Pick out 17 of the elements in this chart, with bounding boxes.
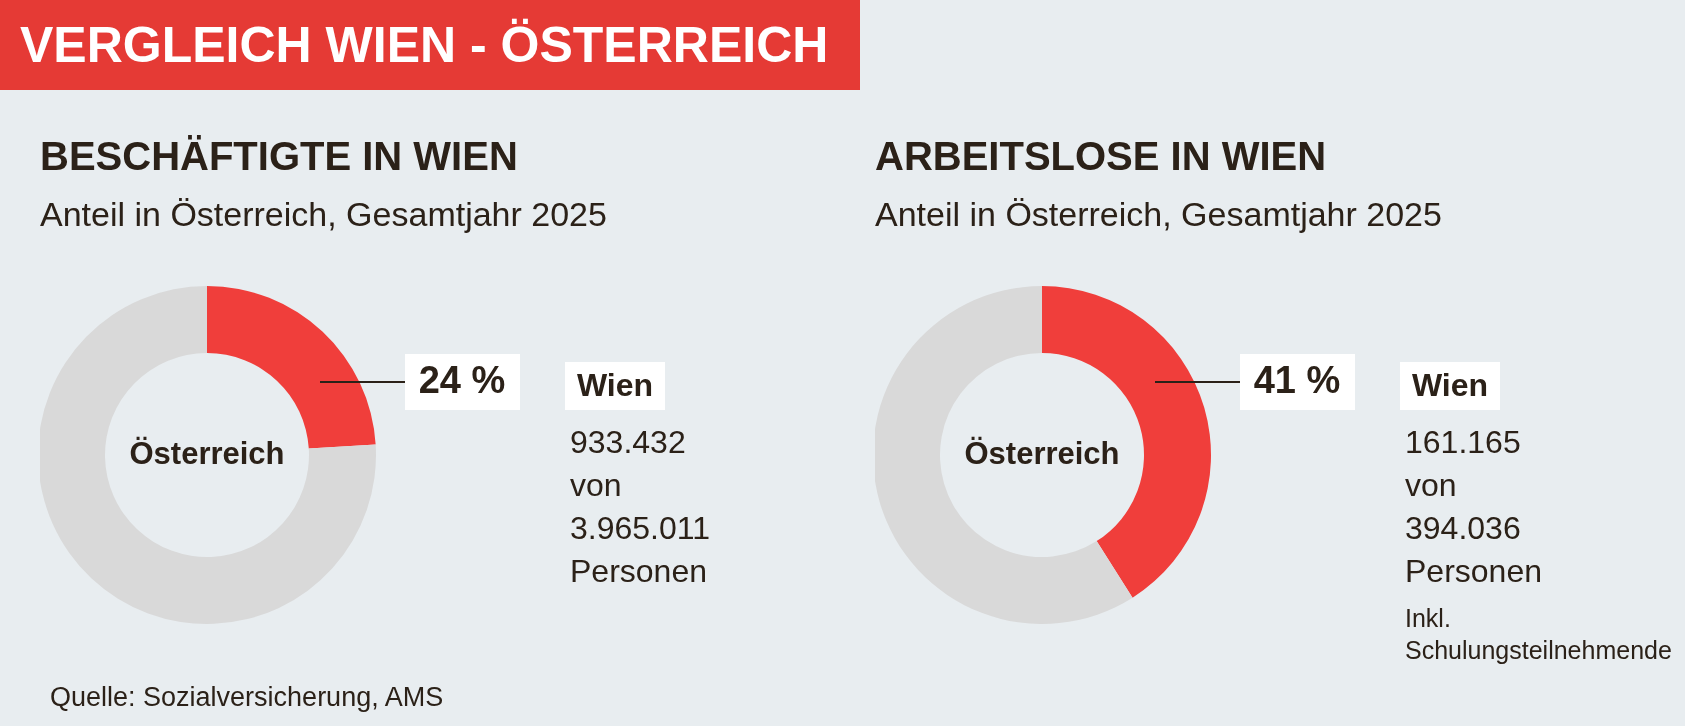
data-label: 24 %	[418, 359, 506, 401]
chart-subtitle: Anteil in Österreich, Gesamtjahr 2025	[40, 195, 607, 233]
source-note: Quelle: Sozialversicherung, AMS	[50, 682, 444, 713]
slice-label: Österreich	[964, 436, 1120, 471]
slice-label: Österreich	[129, 436, 285, 471]
chart-subtitle: Anteil in Österreich, Gesamtjahr 2025	[875, 195, 1442, 233]
donut-slice	[875, 286, 1133, 624]
text: 161.165 von 394.036 Personen	[1405, 424, 1542, 589]
chart-title: ARBEITSLOSE IN WIEN	[875, 134, 1327, 178]
text: Wien	[576, 367, 654, 403]
text: 933.432 von 3.965.011 Personen	[570, 424, 710, 589]
text: Wien	[1411, 367, 1489, 403]
chart-title: BESCHÄFTIGTE IN WIEN	[40, 134, 518, 178]
data-label: 41 %	[1253, 359, 1341, 401]
text: VERGLEICH WIEN - ÖSTERREICH	[0, 0, 861, 90]
text: Inkl. Schulungsteilnehmende	[1405, 604, 1672, 664]
donut-slice	[40, 286, 376, 624]
